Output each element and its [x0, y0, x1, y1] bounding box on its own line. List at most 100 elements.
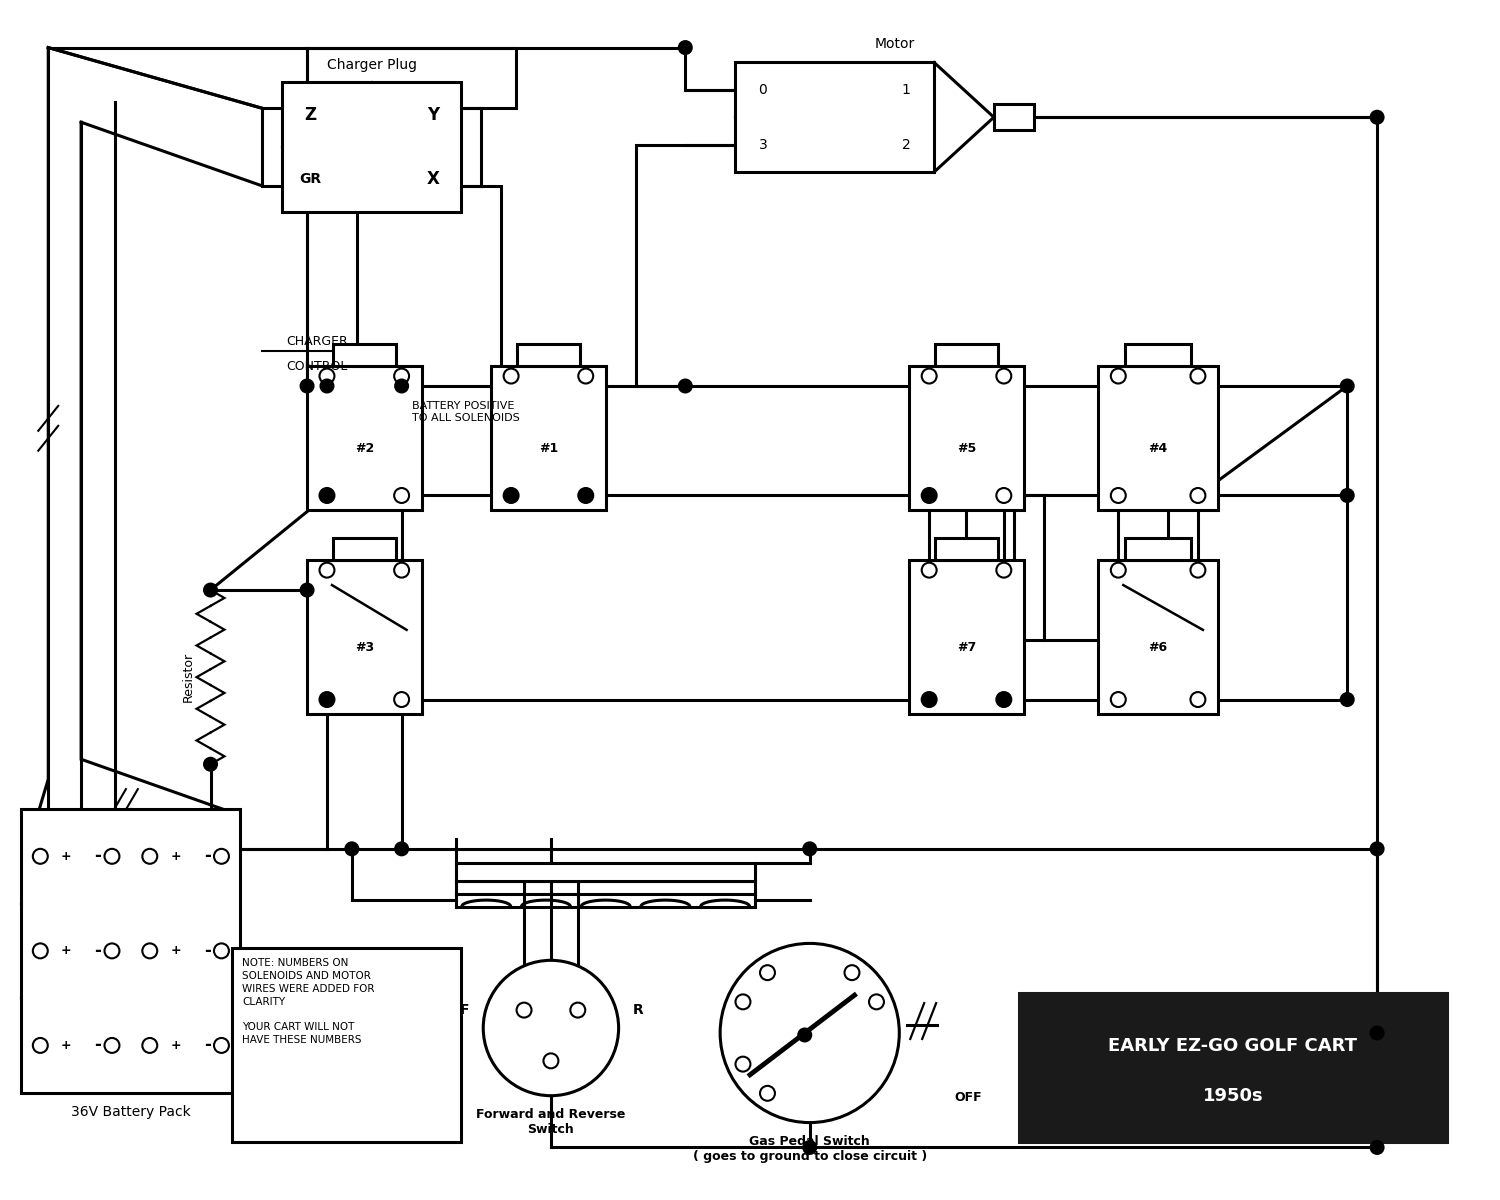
Text: CONTROL: CONTROL — [286, 360, 348, 372]
Circle shape — [922, 490, 934, 502]
Circle shape — [204, 758, 216, 770]
Text: +: + — [62, 850, 72, 863]
Text: +: + — [171, 1039, 182, 1052]
Bar — [308, 366, 422, 510]
Circle shape — [680, 380, 692, 392]
Text: EARLY EZ-GO GOLF CART: EARLY EZ-GO GOLF CART — [1108, 1037, 1358, 1055]
Bar — [994, 104, 1033, 130]
Circle shape — [394, 368, 410, 384]
Text: +: + — [62, 944, 72, 958]
Bar — [333, 539, 396, 560]
Text: Charger Plug: Charger Plug — [327, 59, 417, 72]
Bar — [1125, 344, 1191, 366]
Text: -: - — [94, 1037, 102, 1055]
Circle shape — [1191, 488, 1206, 503]
Circle shape — [33, 1038, 48, 1052]
Bar — [333, 344, 396, 366]
Text: Gas Pedal Switch
( goes to ground to close circuit ): Gas Pedal Switch ( goes to ground to clo… — [693, 1134, 927, 1163]
Circle shape — [996, 692, 1011, 707]
Text: F: F — [460, 1003, 470, 1018]
Text: Y: Y — [427, 106, 439, 124]
Circle shape — [1371, 1027, 1383, 1039]
Circle shape — [321, 490, 333, 502]
Circle shape — [320, 368, 334, 384]
Circle shape — [921, 368, 936, 384]
Circle shape — [1341, 490, 1353, 502]
Bar — [490, 366, 606, 510]
Circle shape — [204, 584, 216, 596]
Text: #3: #3 — [354, 641, 374, 654]
Circle shape — [996, 368, 1011, 384]
Circle shape — [580, 490, 591, 502]
Circle shape — [1371, 1141, 1383, 1153]
Circle shape — [504, 368, 519, 384]
Text: -: - — [204, 1037, 212, 1055]
Circle shape — [996, 563, 1011, 577]
Text: -: - — [204, 942, 212, 960]
Bar — [1098, 366, 1218, 510]
Text: R: R — [633, 1003, 644, 1018]
Circle shape — [214, 943, 230, 959]
Bar — [909, 560, 1023, 714]
Text: X: X — [427, 170, 439, 188]
Circle shape — [1112, 692, 1126, 707]
Circle shape — [321, 694, 333, 706]
Text: 1: 1 — [902, 83, 910, 97]
Circle shape — [1112, 563, 1126, 577]
Text: Resistor: Resistor — [182, 652, 195, 702]
Circle shape — [998, 694, 1010, 706]
Text: -: - — [94, 847, 102, 865]
Circle shape — [1112, 368, 1126, 384]
Circle shape — [214, 848, 230, 864]
Text: 1950s: 1950s — [1203, 1087, 1263, 1105]
Circle shape — [579, 488, 592, 503]
Circle shape — [735, 995, 750, 1009]
Circle shape — [105, 943, 120, 959]
Circle shape — [760, 1086, 776, 1100]
Circle shape — [320, 488, 334, 503]
Circle shape — [868, 995, 883, 1009]
Text: Forward and Reverse
Switch: Forward and Reverse Switch — [476, 1108, 626, 1135]
Circle shape — [320, 563, 334, 577]
Circle shape — [543, 1054, 558, 1068]
Bar — [308, 560, 422, 714]
Circle shape — [921, 692, 936, 707]
Text: -: - — [204, 847, 212, 865]
Circle shape — [1112, 488, 1126, 503]
Text: #5: #5 — [957, 442, 976, 455]
Text: -: - — [94, 942, 102, 960]
Circle shape — [996, 488, 1011, 503]
Circle shape — [396, 842, 408, 854]
Circle shape — [33, 943, 48, 959]
Text: #6: #6 — [1149, 641, 1167, 654]
Circle shape — [105, 848, 120, 864]
Circle shape — [735, 1057, 750, 1072]
Circle shape — [1371, 112, 1383, 124]
Circle shape — [804, 1141, 816, 1153]
Circle shape — [1191, 692, 1206, 707]
Text: 3: 3 — [759, 138, 768, 151]
Text: GR: GR — [298, 173, 321, 186]
Circle shape — [921, 563, 936, 577]
Text: +: + — [62, 1039, 72, 1052]
Text: #4: #4 — [1149, 442, 1167, 455]
Circle shape — [921, 488, 936, 503]
Circle shape — [680, 42, 692, 54]
Bar — [1098, 560, 1218, 714]
Bar — [934, 539, 998, 560]
Circle shape — [302, 380, 313, 392]
Circle shape — [1341, 694, 1353, 706]
Circle shape — [504, 488, 519, 503]
Bar — [934, 344, 998, 366]
Bar — [1125, 539, 1191, 560]
Text: +: + — [171, 850, 182, 863]
Circle shape — [800, 1030, 810, 1040]
Circle shape — [105, 1038, 120, 1052]
Circle shape — [396, 380, 408, 392]
Circle shape — [516, 1003, 531, 1018]
Circle shape — [844, 965, 859, 980]
Text: 0: 0 — [759, 83, 768, 97]
Text: #1: #1 — [538, 442, 558, 455]
Circle shape — [1191, 368, 1206, 384]
Text: +: + — [171, 944, 182, 958]
